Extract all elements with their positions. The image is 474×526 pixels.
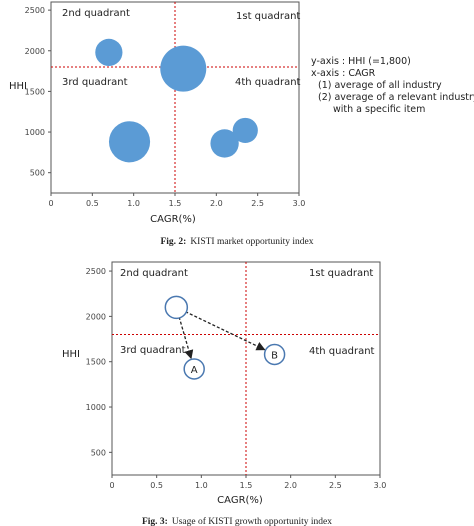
arrows — [178, 311, 266, 360]
point-b — [263, 343, 286, 366]
y-tick-label: 1500 — [86, 358, 106, 367]
point-label: A — [191, 365, 198, 376]
figure-caption: Fig. 2: KISTI market opportunity index — [160, 237, 313, 247]
note-specific-item: with a specific item — [333, 104, 425, 115]
caption-label: Fig. 2: — [160, 237, 186, 247]
x-tick-label: 0 — [109, 481, 114, 490]
y-tick-label: 1000 — [86, 403, 106, 412]
caption-text: KISTI market opportunity index — [190, 237, 313, 247]
y-tick-label: 2000 — [25, 47, 45, 56]
legend-notes: y-axis : HHI (=1,800) x-axis : CAGR (1) … — [311, 56, 474, 115]
bubble — [210, 129, 239, 158]
quadrant-4-label: 4th quadrant — [235, 77, 301, 88]
quadrant-3-label: 3rd quadrant — [120, 345, 186, 356]
note-y-axis: y-axis : HHI (=1,800) — [311, 56, 411, 67]
y-axis-title: HHI — [62, 349, 80, 360]
y-tick-labels: 500 1000 1500 2000 2500 — [86, 267, 112, 457]
y-tick-label: 2500 — [86, 267, 106, 276]
x-axis-title: CAGR(%) — [217, 495, 263, 506]
bubble — [232, 117, 258, 144]
bubble — [95, 38, 123, 66]
x-tick-label: 2.5 — [329, 481, 342, 490]
quadrant-1-label: 1st quadrant — [309, 268, 373, 279]
point-label: B — [271, 350, 278, 361]
x-tick-label: 3.0 — [374, 481, 387, 490]
figure-caption: Fig. 3: Usage of KISTI growth opportunity… — [142, 516, 332, 526]
points: AB — [164, 295, 286, 380]
x-axis-title: CAGR(%) — [150, 214, 196, 225]
quadrant-1-label: 1st quadrant — [236, 11, 300, 22]
note-x-axis: x-axis : CAGR — [311, 68, 376, 79]
note-average-relevant: (2) average of a relevant industry — [318, 92, 474, 103]
y-tick-label: 2000 — [86, 312, 106, 321]
point-a — [183, 358, 205, 380]
y-tick-label: 500 — [91, 448, 106, 457]
x-tick-label: 2.0 — [210, 199, 223, 208]
y-tick-label: 2500 — [25, 6, 45, 15]
y-axis-title: HHI — [9, 81, 27, 92]
x-tick-labels: 0 0.5 1.0 1.5 2.0 2.5 3.0 — [48, 193, 305, 208]
x-tick-label: 1.5 — [240, 481, 253, 490]
quadrant-2-label: 2nd quadrant — [62, 8, 130, 19]
x-tick-label: 0.5 — [150, 481, 163, 490]
caption-text: Usage of KISTI growth opportunity index — [172, 516, 332, 526]
y-tick-label: 1500 — [25, 87, 45, 96]
origin-point — [164, 295, 189, 320]
x-tick-labels: 0 0.5 1.0 1.5 2.0 2.5 3.0 — [109, 475, 386, 490]
arrow — [185, 311, 266, 351]
x-tick-label: 1.0 — [195, 481, 208, 490]
bubbles — [95, 38, 258, 163]
note-average-all: (1) average of all industry — [318, 80, 442, 91]
bubble — [160, 45, 207, 92]
x-tick-label: 0 — [48, 199, 53, 208]
quadrant-4-label: 4th quadrant — [309, 346, 375, 357]
x-tick-label: 0.5 — [86, 199, 99, 208]
bubble — [108, 121, 151, 163]
chart-growth-opportunity-usage: 0 0.5 1.0 1.5 2.0 2.5 3.0 5001000150020002500 … — [62, 261, 386, 526]
x-tick-label: 1.0 — [127, 199, 140, 208]
chart-market-opportunity: 0 0.5 1.0 1.5 2.0 2.5 3.0 5001000150020002500 … — [9, 1, 474, 247]
quadrant-2-label: 2nd quadrant — [120, 268, 188, 279]
x-tick-label: 2.5 — [251, 199, 264, 208]
y-tick-label: 1000 — [25, 128, 45, 137]
x-tick-label: 2.0 — [284, 481, 297, 490]
quadrant-3-label: 3rd quadrant — [62, 77, 128, 88]
x-tick-label: 3.0 — [293, 199, 306, 208]
caption-label: Fig. 3: — [142, 517, 168, 526]
y-tick-labels: 500 1000 1500 2000 2500 — [25, 6, 51, 178]
x-tick-label: 1.5 — [169, 199, 182, 208]
y-tick-label: 500 — [30, 169, 45, 178]
arrow — [178, 316, 194, 360]
